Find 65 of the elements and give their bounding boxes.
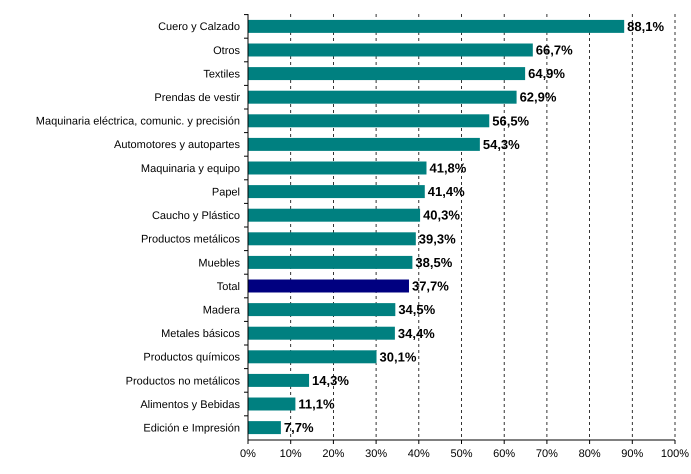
bar [248,256,412,269]
data-label: 7,7% [284,420,314,436]
y-tick-label: Madera [202,304,241,316]
bar [248,350,377,364]
x-tick-label: 30% [365,448,388,460]
bar [248,44,533,56]
y-tick-label: Metales básicos [161,328,240,340]
bar [248,90,517,104]
x-tick-label: 0% [240,448,256,460]
data-label: 56,5% [492,113,530,128]
data-label: 37,7% [412,278,450,294]
y-tick-label: Cuero y Calzado [158,21,240,34]
data-label: 34,5% [398,302,436,318]
y-tick-label: Caucho y Plástico [152,210,240,222]
x-tick-label: 70% [536,448,558,460]
data-label: 30,1% [380,349,417,364]
data-label: 66,7% [536,42,574,58]
x-tick-label: 100% [660,448,690,460]
data-label: 34,4% [398,326,436,341]
y-tick-label: Muebles [198,257,240,270]
bar [248,67,526,80]
y-tick-label: Productos químicos [143,352,240,364]
y-tick-label: Maquinaria eléctrica, comunic. y precisión [36,116,240,128]
data-label: 39,3% [418,231,456,246]
data-label: 40,3% [423,208,460,223]
y-tick-label: Productos metálicos [140,234,240,246]
x-tick-label: 50% [450,448,473,460]
bar [248,374,310,387]
y-tick-label: Automotores y autopartes [114,139,240,152]
y-tick-label: Productos no metálicos [126,375,240,388]
data-label: 11,1% [298,396,335,412]
data-label: 54,3% [482,136,520,152]
x-tick-label: 20% [322,448,345,460]
bar [248,185,425,198]
data-label: 62,9% [520,90,557,105]
y-tick-label: Maquinaria y equipo [140,162,240,175]
data-label: 41,8% [429,160,467,176]
x-tick-label: 10% [280,448,302,460]
bar [248,232,416,246]
y-tick-label: Alimentos y Bebidas [140,398,240,411]
bar [248,326,395,340]
bar [248,303,396,316]
x-tick-label: 90% [621,448,644,460]
bar [248,421,281,434]
y-tick-label: Otros [213,44,240,57]
data-label: 38,5% [415,254,453,270]
bar [248,280,409,292]
data-label: 64,9% [528,66,566,82]
y-tick-label: Total [216,280,240,293]
data-label: 14,3% [312,372,350,388]
y-tick-label: Prendas de vestir [154,92,240,104]
bar [248,114,490,128]
y-tick-label: Papel [212,186,240,198]
bar [248,208,420,222]
y-tick-label: Edición e Impresión [143,422,240,434]
y-tick-label: Textiles [203,68,240,80]
x-tick-label: 60% [493,448,516,460]
x-tick-label: 40% [408,448,430,460]
x-tick-label: 80% [578,448,601,460]
bar [248,20,624,33]
bar [248,162,426,174]
bar [248,398,296,410]
bar [248,138,480,151]
data-label: 41,4% [428,184,466,200]
data-label: 88,1% [627,18,664,34]
